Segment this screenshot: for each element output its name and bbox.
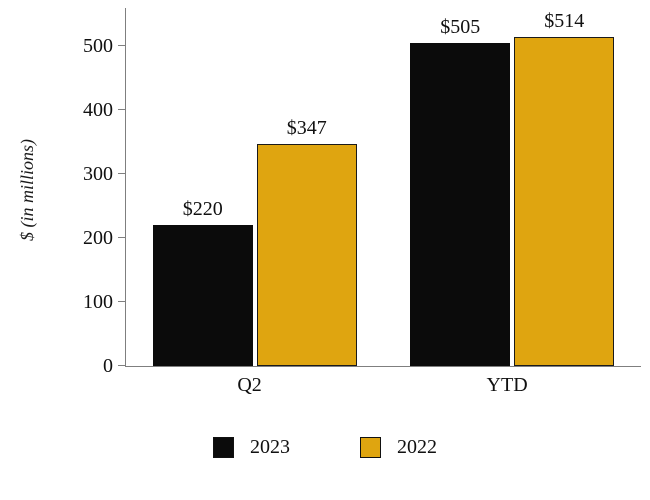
bars-container: $220 $347 $505 $514 bbox=[126, 8, 641, 366]
y-tick-label: 300 bbox=[83, 163, 113, 185]
bar-value-label: $514 bbox=[544, 10, 585, 33]
bar-value-label: $220 bbox=[182, 198, 223, 221]
y-tick-label: 400 bbox=[83, 99, 113, 121]
y-axis-title: $ (in millions) bbox=[17, 139, 37, 241]
y-tick-mark bbox=[118, 173, 126, 174]
bar-ytd-2022: $514 bbox=[514, 10, 615, 366]
bar-rect bbox=[514, 37, 615, 366]
bar-rect bbox=[152, 225, 253, 366]
x-category-label-ytd: YTD bbox=[486, 374, 528, 396]
plot-area: $220 $347 $505 $514 bbox=[118, 8, 641, 367]
y-tick-mark bbox=[118, 45, 126, 46]
bar-value-label: $347 bbox=[286, 116, 327, 139]
x-category-label-q2: Q2 bbox=[237, 374, 262, 396]
y-tick-mark bbox=[118, 237, 126, 238]
legend-item-2023: 2023 bbox=[213, 436, 290, 459]
bar-value-label: $505 bbox=[440, 15, 481, 38]
legend-swatch-icon bbox=[213, 437, 234, 458]
y-axis-ticks: 0 100 200 300 400 500 bbox=[55, 8, 113, 377]
bar-ytd-2023: $505 bbox=[410, 15, 511, 366]
bar-rect bbox=[410, 42, 511, 366]
y-tick-label: 0 bbox=[103, 355, 113, 377]
bar-q2-2022: $347 bbox=[256, 116, 357, 366]
y-tick-label: 100 bbox=[83, 291, 113, 313]
y-tick-mark bbox=[118, 301, 126, 302]
legend-label: 2023 bbox=[250, 436, 290, 458]
y-tick-label: 200 bbox=[83, 227, 113, 249]
bar-q2-2023: $220 bbox=[152, 198, 253, 366]
legend-swatch-icon bbox=[360, 437, 381, 458]
legend: 2023 2022 bbox=[0, 436, 650, 459]
y-tick-label: 500 bbox=[83, 35, 113, 57]
bar-rect bbox=[256, 143, 357, 366]
y-tick-mark bbox=[118, 365, 126, 366]
legend-label: 2022 bbox=[397, 436, 437, 458]
bar-group-q2: $220 $347 bbox=[152, 116, 357, 366]
y-tick-mark bbox=[118, 109, 126, 110]
bar-group-ytd: $505 $514 bbox=[410, 10, 615, 366]
x-axis-labels: Q2 YTD bbox=[125, 374, 640, 397]
legend-item-2022: 2022 bbox=[360, 436, 437, 459]
